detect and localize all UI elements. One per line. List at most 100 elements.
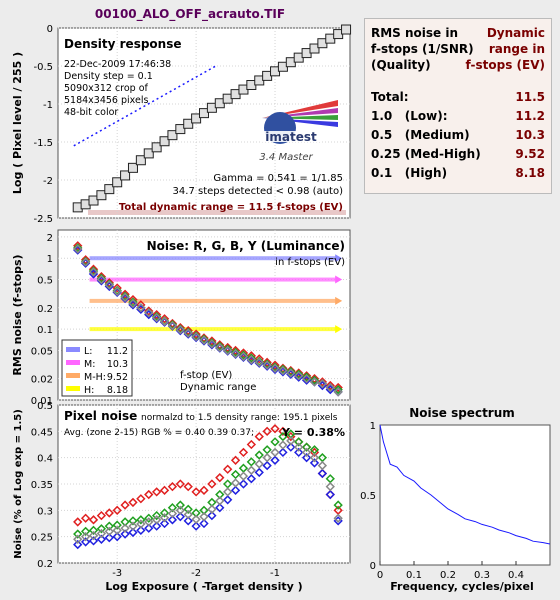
pixel-noise-marker xyxy=(278,447,288,458)
noise-marker xyxy=(112,283,122,293)
noise-marker xyxy=(136,300,146,310)
noise-marker xyxy=(96,274,107,285)
spectrum-marks xyxy=(379,424,551,545)
pixel-noise-marker xyxy=(333,513,343,523)
pixel-noise-marker xyxy=(246,465,257,475)
pixel-noise-marker xyxy=(199,485,209,495)
pixel-noise-marker xyxy=(215,503,225,513)
noise-marker xyxy=(286,369,296,380)
pixel-title: Pixel noise xyxy=(64,409,137,423)
spectrum-ticks: 1 0.5 00 0.1 0.2 0.3 0.4 xyxy=(360,421,524,581)
noise-marker xyxy=(238,348,249,358)
noise-marker xyxy=(278,363,288,373)
pixel-noise-marker xyxy=(88,515,99,525)
noise-marker xyxy=(191,332,201,342)
spectrum-line xyxy=(379,424,551,545)
pixel-noise-marker xyxy=(73,539,83,550)
pixel-noise-marker xyxy=(223,495,233,505)
noise-marker xyxy=(120,289,130,299)
noise-y-tick-label: 0.02 xyxy=(31,375,53,386)
density-step-marker xyxy=(143,148,154,159)
pixel-noise-marker xyxy=(112,525,122,536)
spectrum-xlabel: Frequency, cycles/pixel xyxy=(390,580,534,593)
pixel-noise-marker xyxy=(175,500,185,510)
pixel-noise-marker xyxy=(104,508,114,518)
pixel-noise-marker xyxy=(333,500,343,510)
noise-marker xyxy=(246,355,257,365)
noise-marker xyxy=(270,364,280,375)
noise-marker xyxy=(333,382,343,393)
noise-marker xyxy=(309,373,320,384)
density-step-marker xyxy=(199,108,209,119)
noise-marker xyxy=(88,267,99,277)
rms-heading-left: RMS noise in f-stops (1/SNR) (Quality) xyxy=(371,25,474,73)
noise-y-tick-label: 0.5 xyxy=(37,276,53,287)
density-step-marker xyxy=(135,155,146,166)
noise-y-tick-label: 2 xyxy=(47,233,53,244)
pixel-noise-marker xyxy=(96,528,107,539)
density-step-marker xyxy=(127,162,138,173)
pixel-noise-marker xyxy=(286,436,296,446)
pixel-noise-marker xyxy=(230,455,241,465)
noise-marker xyxy=(238,351,249,362)
noise-legend-entries: L: 11.2 M: 10.3M-H: 9.52 H: 8.18 xyxy=(66,346,128,396)
rms-row-high: 0.1 (High) 8.18 xyxy=(371,165,545,181)
noise-marker xyxy=(270,360,280,370)
pixel-noise-marker xyxy=(104,521,114,531)
pixel-noise-marker xyxy=(151,510,162,521)
pixel-noise-marker xyxy=(120,500,130,510)
pixel-noise-marker xyxy=(183,481,193,492)
noise-marker xyxy=(309,377,320,387)
noise-marker xyxy=(215,342,225,353)
logo-stripe-green xyxy=(262,115,338,120)
noise-marker xyxy=(333,384,343,395)
pixel-summary: Avg. (zone 2-15) RGB % = 0.40 0.39 0.37; xyxy=(64,428,254,438)
pixel-noise-marker xyxy=(159,508,170,518)
rms-row-label: 0.25 (Med-High) xyxy=(371,147,481,161)
spectrum-y-tick-label: 0.5 xyxy=(360,491,376,502)
density-step-marker xyxy=(167,130,178,141)
density-step-marker xyxy=(104,184,115,195)
rms-row-value: 11.5 xyxy=(515,90,545,104)
pixel-noise-marker xyxy=(246,474,257,484)
pixel-summary-y: Y = 0.38% xyxy=(281,426,345,439)
density-step-marker xyxy=(159,136,170,147)
pixel-noise-marker xyxy=(301,447,312,458)
pixel-noise-marker xyxy=(254,459,264,469)
pixel-noise-marker xyxy=(262,426,272,436)
pixel-noise-marker xyxy=(270,437,280,447)
pixel-noise-marker xyxy=(309,458,320,468)
noise-marker xyxy=(301,372,312,382)
noise-legend-note-2: Dynamic range xyxy=(180,382,256,393)
pixel-noise-marker xyxy=(294,447,304,458)
pixel-noise-marker xyxy=(262,460,272,471)
file-title: 00100_ALO_OFF_acrauto.TIF xyxy=(95,7,285,22)
pixel-noise-marker xyxy=(246,457,257,467)
pixel-noise-marker xyxy=(270,424,280,434)
noise-marker xyxy=(270,363,280,373)
rms-row-total: Total: 11.5 xyxy=(371,89,545,105)
pixel-noise-marker xyxy=(238,447,249,458)
pixel-noise-marker xyxy=(80,537,91,547)
noise-legend-swatch xyxy=(66,386,80,391)
density-info-line: 22-Dec-2009 17:46:38 xyxy=(64,59,171,70)
spectrum-y-tick-label: 1 xyxy=(370,421,376,432)
density-y-tick-label: 0 xyxy=(47,24,53,35)
noise-marker xyxy=(73,244,83,254)
pixel-noise-marker xyxy=(120,523,130,533)
spectrum-title: Noise spectrum xyxy=(409,406,515,420)
noise-marker xyxy=(183,326,193,336)
pixel-noise-marker xyxy=(270,455,280,465)
pixel-noise-marker xyxy=(73,534,83,544)
noise-marker xyxy=(80,255,91,265)
pixel-noise-marker xyxy=(136,519,146,529)
pixel-noise-marker xyxy=(128,516,138,526)
density-dr-bar xyxy=(88,210,346,215)
density-info-line: 5184x3456 pixels xyxy=(64,95,148,106)
noise-marker xyxy=(167,320,178,331)
noise-marker xyxy=(262,360,272,370)
density-step-marker xyxy=(96,190,107,201)
pixel-noise-marker xyxy=(136,525,146,536)
noise-legend-swatch xyxy=(66,360,80,365)
